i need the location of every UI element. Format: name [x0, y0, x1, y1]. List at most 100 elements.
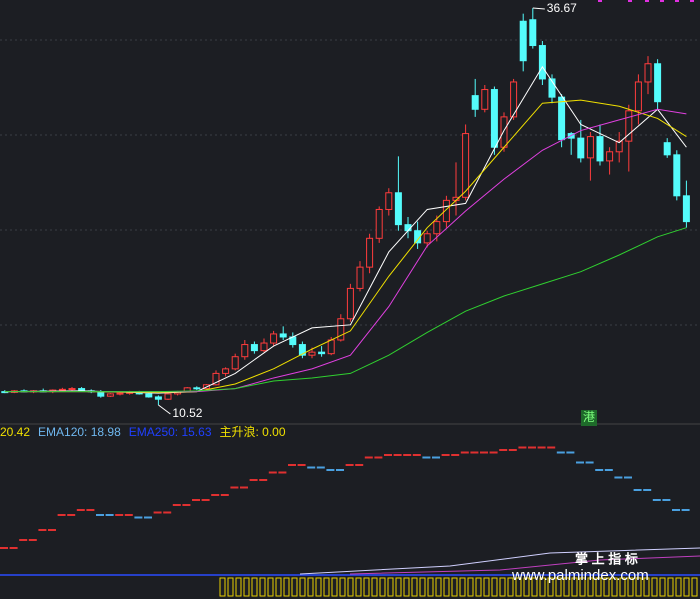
volume-decor [499, 577, 506, 597]
candle-body [106, 393, 114, 397]
candle-body [663, 142, 671, 156]
candle-body [58, 388, 66, 391]
candle-body [154, 396, 162, 400]
volume-decor [459, 577, 466, 597]
volume-decor [491, 577, 498, 597]
candle-body [519, 20, 527, 62]
volume-decor [355, 577, 362, 597]
volume-decor [507, 577, 514, 597]
volume-decor [635, 577, 642, 597]
decor-line [299, 547, 700, 575]
volume-decor [667, 577, 674, 597]
candle-body [586, 136, 594, 159]
indicator-label: EMA250: 15.63 [129, 425, 212, 439]
candle-body [212, 372, 220, 386]
dash [675, 0, 679, 2]
volume-decor [331, 577, 338, 597]
candle-body [644, 63, 652, 83]
volume-decor [619, 577, 626, 597]
decor-line [349, 555, 700, 575]
candle-body [270, 333, 278, 344]
candle-body [375, 208, 383, 239]
annotation-label: 10.52 [172, 406, 202, 420]
candle-body [615, 140, 623, 153]
volume-decor [627, 577, 634, 597]
volume-decor [547, 577, 554, 597]
volume-decor [683, 577, 690, 597]
candle-body [308, 351, 316, 356]
candle-body [606, 151, 614, 162]
badge-box [581, 410, 597, 426]
volume-decor [475, 577, 482, 597]
volume-decor [275, 577, 282, 597]
ma-line [4, 227, 687, 393]
volume-decor [435, 577, 442, 597]
ma-line [4, 108, 687, 393]
volume-decor [483, 577, 490, 597]
candle-body [433, 221, 441, 235]
volume-decor [595, 577, 602, 597]
volume-decor [411, 577, 418, 597]
candle-body [250, 344, 258, 352]
volume-decor [227, 577, 234, 597]
volume-decor [579, 577, 586, 597]
volume-decor [395, 577, 402, 597]
candle-body [231, 356, 239, 370]
top-dashes [598, 0, 694, 2]
indicator-label: EMA120: 18.98 [38, 425, 121, 439]
candle-body [625, 110, 633, 142]
candle-body [442, 199, 450, 223]
dash [690, 0, 694, 2]
volume-decor [539, 577, 546, 597]
candle-body [385, 192, 393, 210]
annotation-label: 36.67 [547, 1, 577, 15]
volume-decor [675, 577, 682, 597]
candle-body [241, 344, 249, 358]
candle-body [193, 387, 201, 390]
candle-body [116, 392, 124, 395]
volume-decor [467, 577, 474, 597]
indicator-label: 主升浪: 0.00 [220, 424, 286, 439]
volume-decor [523, 577, 530, 597]
volume-decor [339, 577, 346, 597]
volume-decor [235, 577, 242, 597]
volume-decor [427, 577, 434, 597]
candle-body [68, 388, 76, 391]
volume-decor [323, 577, 330, 597]
candle-body [654, 63, 662, 103]
volume-decor [251, 577, 258, 597]
candle-body [481, 89, 489, 110]
volume-decor [315, 577, 322, 597]
candle-body [164, 393, 172, 400]
volume-decor [219, 577, 226, 597]
indicator-label: 20.42 [0, 425, 30, 439]
candle-body [538, 45, 546, 80]
candle-body [548, 78, 556, 98]
candle-body [356, 266, 364, 289]
volume-decor [291, 577, 298, 597]
volume-decor [371, 577, 378, 597]
candle-body [462, 133, 470, 198]
volume-decor [571, 577, 578, 597]
volume-decor [659, 577, 666, 597]
candle-body [500, 116, 508, 148]
volume-decor [643, 577, 650, 597]
volume-decor [307, 577, 314, 597]
volume-decor [347, 577, 354, 597]
volume-decor [299, 577, 306, 597]
volume-decor [691, 577, 698, 597]
candle-body [394, 192, 402, 226]
volume-decor [419, 577, 426, 597]
volume-decor [267, 577, 274, 597]
candle-body [327, 339, 335, 355]
volume-decor [603, 577, 610, 597]
volume-decor [243, 577, 250, 597]
annotation-leader [158, 404, 171, 415]
volume-decor [443, 577, 450, 597]
candle-body [682, 195, 690, 223]
candle-body [596, 136, 604, 162]
volume-decor [651, 577, 658, 597]
candle-body [346, 287, 354, 320]
